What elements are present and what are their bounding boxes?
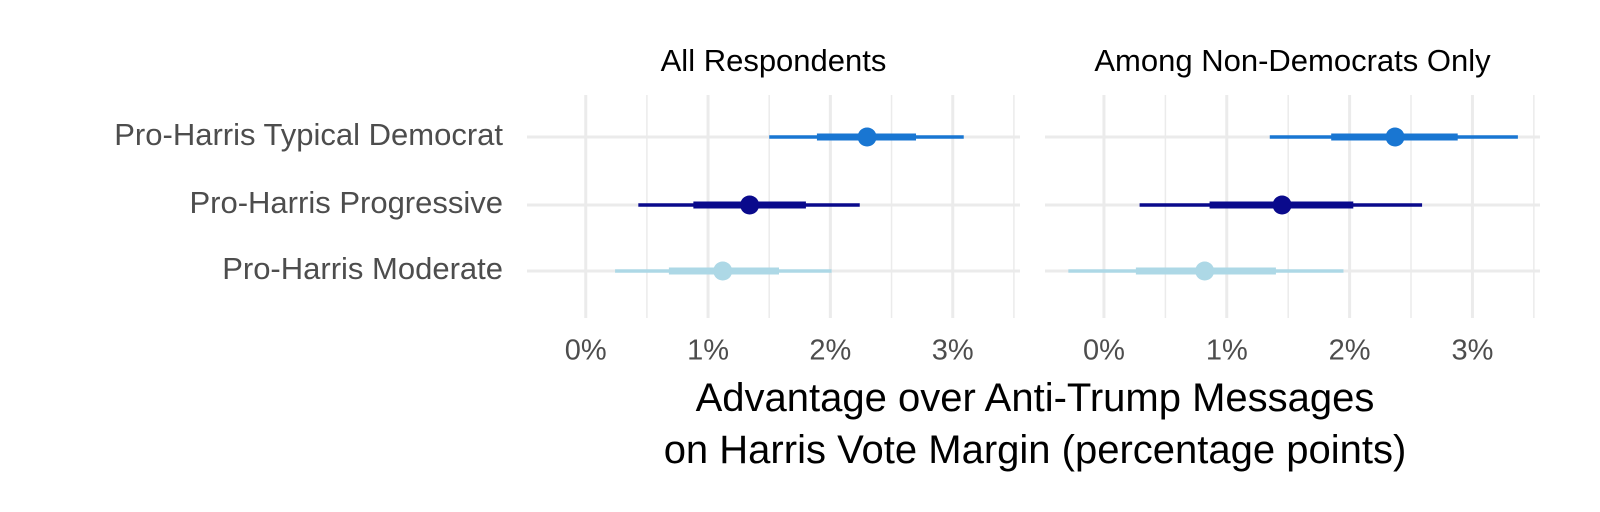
panel-title: Among Non-Democrats Only <box>1094 43 1491 78</box>
panel-title: All Respondents <box>661 43 887 78</box>
y-tick-label: Pro-Harris Moderate <box>222 251 503 286</box>
point-estimate <box>740 195 760 215</box>
x-tick-label: 2% <box>1329 335 1371 367</box>
point-estimate <box>713 261 733 281</box>
x-tick-label: 2% <box>809 335 851 367</box>
point-estimate <box>857 127 877 147</box>
x-tick-label: 3% <box>932 335 974 367</box>
y-tick-label: Pro-Harris Progressive <box>189 185 503 220</box>
x-tick-label: 1% <box>687 335 729 367</box>
x-axis-title: Advantage over Anti-Trump Messages on Ha… <box>663 376 1407 472</box>
x-tick-label: 0% <box>1083 335 1125 367</box>
x-tick-label: 3% <box>1451 335 1493 367</box>
point-estimate <box>1385 127 1405 147</box>
x-tick-label: 0% <box>565 335 607 367</box>
point-estimate <box>1195 261 1215 281</box>
y-tick-label: Pro-Harris Typical Democrat <box>114 117 503 152</box>
point-estimate <box>1272 195 1292 215</box>
x-tick-label: 1% <box>1206 335 1248 367</box>
